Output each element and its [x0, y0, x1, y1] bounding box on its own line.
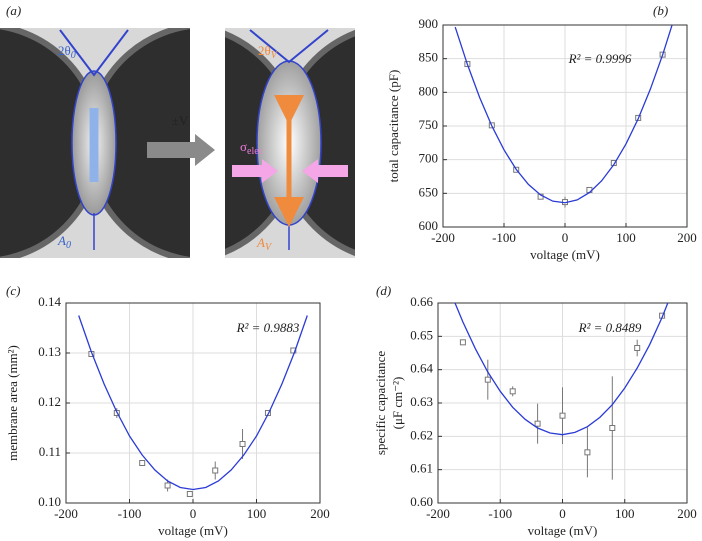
y-tick-label: 0.12 [38, 394, 61, 409]
data-point [534, 420, 541, 427]
y-tick-label: 850 [419, 50, 439, 65]
x-tick-label: 0 [559, 506, 566, 521]
fit-curve [78, 315, 308, 491]
voltage-label: ±V [172, 113, 189, 128]
plot-area [78, 315, 308, 497]
x-tick-label: 100 [615, 506, 635, 521]
y-axis-label: total capacitance (pF) [386, 70, 401, 183]
photo-left [0, 28, 190, 258]
y-tick-label: 0.60 [410, 494, 433, 509]
x-tick-label: -100 [492, 230, 516, 245]
x-tick-label: 100 [247, 506, 267, 521]
chart-panel: -200 -100 0 100 200 600 650 700 750 800 850 900 (b) R… [386, 3, 697, 262]
x-tick-label: 0 [190, 506, 197, 521]
y-tick-label: 0.11 [39, 444, 61, 459]
data-point [484, 376, 491, 383]
y-tick-label: 0.61 [410, 461, 433, 476]
y-tick-label: 900 [419, 16, 439, 31]
data-point [459, 339, 466, 346]
plot-area [454, 303, 669, 480]
panel-label: (d) [376, 283, 391, 298]
data-point [212, 467, 219, 474]
area-label: AV [256, 235, 273, 253]
x-tick-label: 200 [310, 506, 330, 521]
annotation: R² = 0.9996 [568, 51, 632, 66]
x-tick-label: -200 [426, 506, 450, 521]
y-tick-label: 0.62 [410, 427, 433, 442]
x-axis-label: voltage (mV) [158, 523, 228, 538]
y-tick-label: 650 [419, 184, 439, 199]
data-point [239, 441, 246, 447]
y-tick-label: 0.14 [38, 294, 61, 309]
tension-label: σelec [240, 139, 264, 157]
fit-curve [454, 303, 669, 436]
data-point [509, 388, 516, 395]
x-tick-label: 0 [562, 230, 569, 245]
y-tick-label: 800 [419, 83, 439, 98]
plot-frame [437, 302, 688, 504]
chart-panel: -200 -100 0 100 200 0.60 0.61 0.62 0.63 0.64 0.65 0… [373, 283, 697, 538]
x-tick-label: 200 [677, 230, 697, 245]
x-axis-label: voltage (mV) [528, 523, 598, 538]
y-tick-label: 0.63 [410, 394, 433, 409]
chart-panel: -200 -100 0 100 200 0.10 0.11 0.12 0.13 0.14 (c) R²… [5, 283, 330, 538]
y-axis-label: specific capacitance [373, 351, 388, 456]
data-point [559, 412, 566, 419]
panel-label: (c) [6, 283, 20, 298]
fit-curve [454, 25, 673, 204]
y-tick-label: 0.64 [410, 361, 433, 376]
y-tick-label: 0.66 [410, 294, 433, 309]
data-point [290, 347, 297, 354]
x-tick-label: 200 [677, 506, 697, 521]
arrow [147, 134, 215, 166]
annotation: R² = 0.8489 [578, 320, 642, 335]
data-point [186, 491, 193, 497]
plot-area [454, 25, 673, 208]
panel-label: (b) [653, 3, 668, 18]
data-point [164, 482, 171, 489]
area-label: A0 [57, 233, 71, 251]
y-axis-label: (μF cm⁻²) [390, 377, 405, 430]
data-point [584, 449, 591, 456]
y-tick-label: 600 [419, 218, 439, 233]
panel-label: (a) [6, 3, 21, 18]
x-tick-label: -100 [488, 506, 512, 521]
data-point [634, 345, 641, 351]
x-tick-label: -200 [54, 506, 78, 521]
angle-label: 2θ0 [58, 43, 76, 61]
y-tick-label: 700 [419, 151, 439, 166]
plot-frame [442, 24, 688, 228]
data-point [139, 460, 146, 466]
photo-right [225, 28, 355, 258]
y-tick-label: 0.65 [410, 327, 433, 342]
y-tick-label: 0.10 [38, 494, 61, 509]
y-tick-label: 0.13 [38, 344, 61, 359]
x-tick-label: -200 [431, 230, 455, 245]
angle-label: 2θV [258, 43, 279, 61]
y-tick-label: 750 [419, 117, 439, 132]
plot-frame [65, 302, 321, 504]
x-tick-label: 100 [616, 230, 636, 245]
y-axis-label: membrane area (mm²) [5, 345, 20, 461]
x-axis-label: voltage (mV) [530, 247, 600, 262]
annotation: R² = 0.9883 [236, 320, 300, 335]
x-tick-label: -100 [118, 506, 142, 521]
data-point [609, 425, 616, 431]
